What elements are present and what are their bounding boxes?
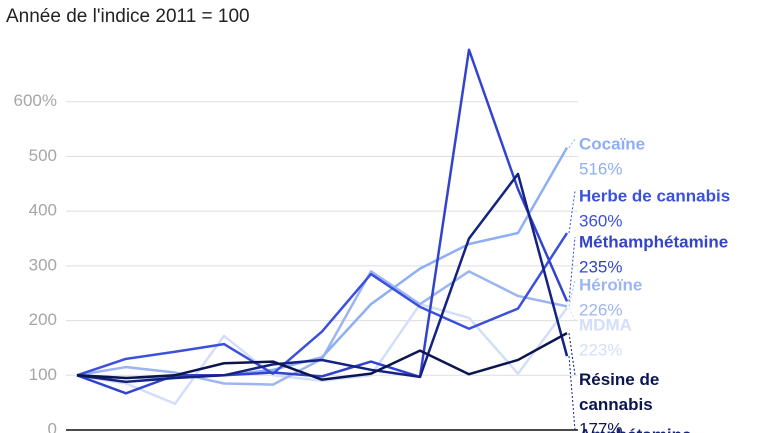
legend-label: MDMA bbox=[579, 315, 632, 334]
legend-label: Héroïne bbox=[579, 275, 642, 294]
series-line bbox=[76, 232, 569, 377]
series-line bbox=[76, 147, 569, 380]
y-tick-label: 200 bbox=[29, 310, 57, 329]
value-label: 177% bbox=[579, 419, 622, 433]
leader-line bbox=[568, 190, 576, 234]
series-line bbox=[76, 332, 568, 381]
value-label: 516% bbox=[579, 159, 622, 178]
y-tick-label: 100 bbox=[29, 365, 57, 384]
y-tick-label: 300 bbox=[29, 255, 57, 274]
y-tick-label: 400 bbox=[29, 201, 57, 220]
legend-label: Herbe de cannabis bbox=[579, 186, 730, 205]
value-label: 226% bbox=[579, 300, 622, 319]
leader-line bbox=[568, 333, 576, 376]
value-label: 223% bbox=[579, 340, 622, 359]
value-label: 235% bbox=[579, 257, 622, 276]
legend-label: Méthamphétamine bbox=[579, 232, 728, 251]
y-tick-label: 600% bbox=[14, 91, 57, 110]
y-tick-label: 500 bbox=[29, 146, 57, 165]
y-tick-label: 0 bbox=[48, 419, 57, 433]
leader-line bbox=[568, 279, 576, 307]
legend-label: Amphétamine bbox=[579, 425, 691, 433]
legend-label: Cocaïne bbox=[579, 134, 645, 153]
legend-label: Résine de cannabis bbox=[579, 370, 659, 414]
chart-title: Année de l'indice 2011 = 100 bbox=[6, 6, 250, 27]
series-line bbox=[76, 172, 569, 384]
leader-line bbox=[568, 236, 576, 302]
leader-line bbox=[568, 356, 576, 431]
series-line bbox=[76, 48, 569, 395]
leader-line bbox=[568, 138, 576, 148]
value-label: 360% bbox=[579, 211, 622, 230]
leader-line bbox=[568, 307, 576, 321]
